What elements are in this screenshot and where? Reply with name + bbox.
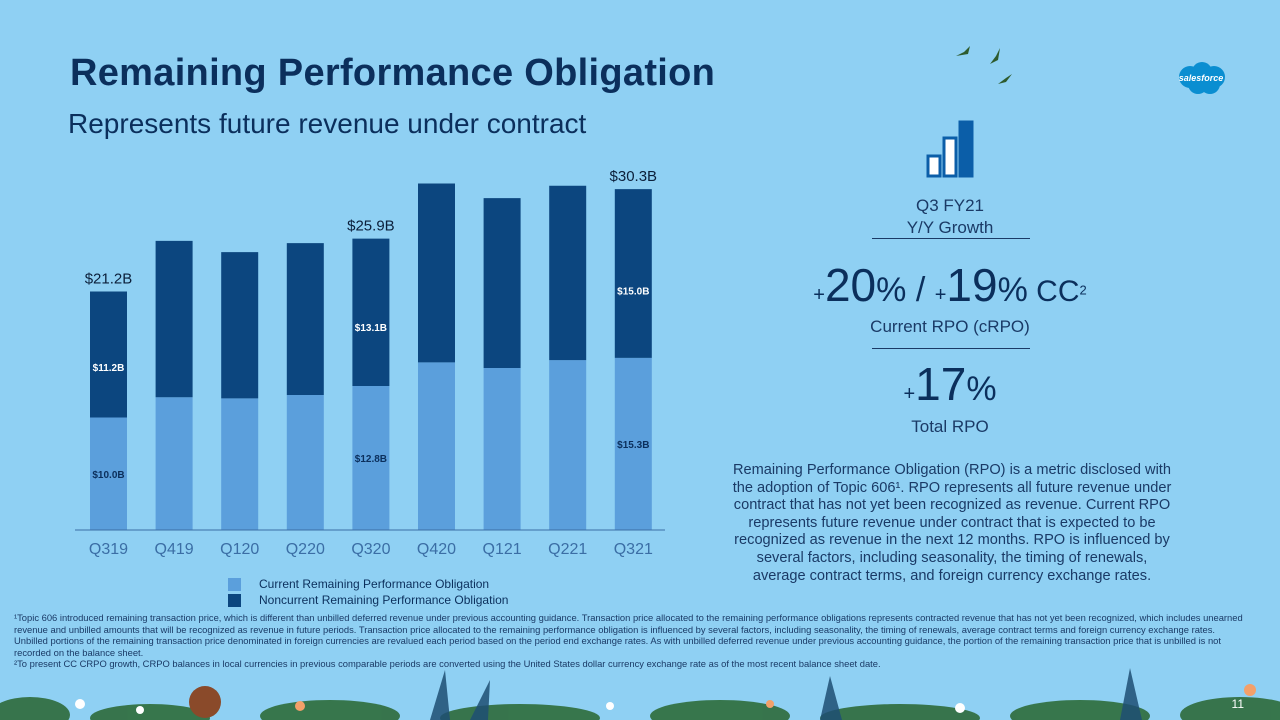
footnote-1: ¹Topic 606 introduced remaining transact… (14, 612, 1243, 658)
x-tick-label-q320: Q320 (351, 541, 390, 558)
legend-swatch-noncurrent (228, 593, 241, 607)
growth-period: Q3 FY21 (915, 196, 985, 215)
cc-growth-value: 19 (946, 259, 998, 311)
bar-noncurrent-q420 (418, 183, 455, 363)
birds-decoration (956, 46, 1012, 84)
x-tick-label-q220: Q220 (286, 541, 325, 558)
page-number: 11 (1231, 697, 1244, 711)
footnote-2: ²To present CC CRPO growth, CRPO balance… (14, 658, 881, 670)
data-label-noncurrent-q319: $11.2B (93, 363, 125, 374)
bar-noncurrent-q220 (286, 243, 324, 395)
growth-separator: / (906, 271, 935, 309)
divider-middle (872, 348, 1030, 349)
total-plus: + (903, 383, 916, 405)
data-label-current-q319: $10.0B (92, 470, 124, 481)
rpo-description: Remaining Performance Obligation (RPO) i… (732, 462, 1172, 584)
bar-noncurrent-q419 (155, 240, 193, 398)
crpo-plus: + (813, 284, 825, 306)
bar-noncurrent-q319 (90, 291, 127, 418)
x-tick-label-q321: Q321 (614, 541, 653, 558)
legend-swatch-current (228, 577, 241, 591)
x-tick-label-q121: Q121 (483, 541, 522, 558)
cc-footnote-ref: 2 (1079, 282, 1087, 298)
crpo-growth-row: +20% / +19% CC2 (790, 258, 1110, 312)
bar-current-q220 (286, 395, 324, 530)
x-tick-label-q419: Q419 (155, 541, 194, 558)
footnotes: ¹Topic 606 introduced remaining transact… (14, 612, 1244, 670)
x-tick-label-q221: Q221 (548, 541, 587, 558)
salesforce-logo-text: salesforce (1178, 73, 1224, 83)
bar-current-q320 (352, 386, 390, 530)
x-tick-label-q120: Q120 (220, 541, 259, 558)
bar-chart-icon (926, 120, 974, 178)
legend-label-current: Current Remaining Performance Obligation (259, 577, 490, 591)
x-tick-label-q319: Q319 (89, 541, 128, 558)
rpo-stacked-bar-chart: Q319 Q419 Q120 Q220 Q320 Q420 Q121 Q221 Q321 $10.… (75, 168, 665, 558)
total-caption: Total RPO (911, 417, 989, 436)
legend-item-current: Current Remaining Performance Obligation (228, 576, 508, 592)
x-tick-label-q420: Q420 (417, 541, 456, 558)
bar-current-q121 (483, 368, 521, 530)
bar-noncurrent-q121 (483, 198, 521, 368)
legend-label-noncurrent: Noncurrent Remaining Performance Obligat… (259, 593, 509, 607)
crpo-growth-value: 20 (824, 259, 877, 311)
total-label-q320: $25.9B (347, 218, 395, 235)
total-growth-row: +17% (790, 357, 1110, 411)
foliage-decoration (0, 668, 1280, 720)
bar-noncurrent-q120 (221, 252, 259, 399)
bar-current-q319 (90, 417, 127, 530)
bar-noncurrent-q221 (549, 185, 587, 361)
crpo-growth-pct: % (876, 271, 907, 309)
data-label-current-q320: $12.8B (355, 454, 387, 465)
bar-current-q420 (418, 362, 455, 530)
data-label-noncurrent-q321: $15.0B (617, 286, 649, 297)
cc-growth-pct: % (997, 271, 1028, 309)
bar-noncurrent-q321 (614, 189, 652, 358)
growth-period-sub: Y/Y Growth (906, 218, 994, 237)
divider-top (872, 238, 1030, 239)
total-label-q319: $21.2B (85, 271, 133, 288)
bar-current-q419 (155, 397, 193, 530)
data-label-current-q321: $15.3B (617, 440, 649, 451)
crpo-caption: Current RPO (cRPO) (870, 317, 1030, 336)
page-subtitle: Represents future revenue under contract (68, 108, 587, 139)
cc-label: CC (1027, 275, 1080, 308)
salesforce-logo (1179, 62, 1225, 94)
cc-plus: + (934, 284, 947, 306)
chart-legend: Current Remaining Performance Obligation… (228, 576, 508, 608)
total-growth-pct: % (966, 370, 997, 408)
page-title: Remaining Performance Obligation (70, 52, 716, 94)
bar-current-q321 (614, 357, 652, 530)
data-label-noncurrent-q320: $13.1B (355, 323, 387, 334)
bar-current-q221 (549, 360, 587, 530)
bar-noncurrent-q320 (352, 238, 390, 386)
total-growth-value: 17 (915, 358, 967, 410)
bar-current-q120 (221, 398, 259, 530)
total-label-q321: $30.3B (610, 168, 658, 185)
legend-item-noncurrent: Noncurrent Remaining Performance Obligat… (228, 592, 508, 608)
